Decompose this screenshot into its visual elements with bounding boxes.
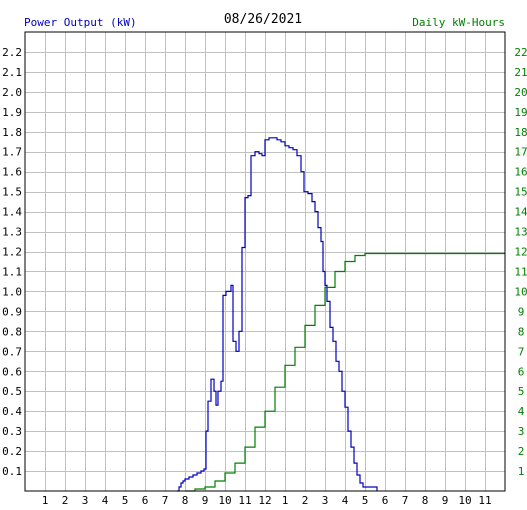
x-tick-label: 2 [62, 494, 69, 507]
series-line-power-output [177, 137, 378, 492]
x-tick-label: 6 [382, 494, 389, 507]
y-tick-label-left: 1.7 [2, 146, 22, 159]
y-tick-label-right: 8 [518, 325, 525, 338]
x-tick-label: 10 [458, 494, 471, 507]
y-tick-label-right: 10 [514, 285, 527, 298]
x-tick-label: 5 [122, 494, 129, 507]
y-tick-label-left: 1.9 [2, 106, 22, 119]
y-tick-label-left: 0.6 [2, 365, 22, 378]
y-tick-label-right: 16 [514, 166, 527, 179]
plot-frame [24, 31, 506, 492]
y-tick-label-left: 0.2 [2, 445, 22, 458]
series-line-daily-kwh [185, 252, 505, 492]
y-axis-label-left: Power Output (kW) [24, 16, 137, 29]
y-tick-label-left: 1.2 [2, 246, 22, 259]
y-tick-label-left: 1.5 [2, 186, 22, 199]
x-tick-label: 11 [478, 494, 491, 507]
x-tick-label: 7 [402, 494, 409, 507]
y-tick-label-left: 0.3 [2, 425, 22, 438]
y-tick-label-right: 18 [514, 126, 527, 139]
y-tick-label-right: 9 [518, 305, 525, 318]
x-tick-label: 9 [442, 494, 449, 507]
y-tick-label-left: 1.0 [2, 285, 22, 298]
y-tick-label-left: 2.0 [2, 86, 22, 99]
x-tick-label: 2 [302, 494, 309, 507]
y-tick-label-left: 0.5 [2, 385, 22, 398]
y-tick-label-right: 15 [514, 186, 527, 199]
series-layer [177, 137, 505, 492]
y-tick-label-right: 20 [514, 86, 527, 99]
x-tick-label: 8 [182, 494, 189, 507]
x-tick-label: 4 [342, 494, 349, 507]
y-tick-label-right: 6 [518, 365, 525, 378]
x-tick-label: 11 [238, 494, 251, 507]
y-tick-label-right: 4 [518, 405, 525, 418]
y-tick-label-right: 13 [514, 226, 527, 239]
y-tick-label-left: 1.6 [2, 166, 22, 179]
x-tick-label: 3 [82, 494, 89, 507]
y-tick-label-left: 0.7 [2, 345, 22, 358]
x-tick-label: 10 [218, 494, 231, 507]
y-tick-label-right: 1 [518, 465, 525, 478]
y-tick-label-left: 0.4 [2, 405, 22, 418]
chart-title-date: 08/26/2021 [224, 12, 302, 27]
y-tick-label-right: 22 [514, 46, 527, 59]
y-tick-label-right: 14 [514, 206, 527, 219]
x-tick-label: 8 [422, 494, 429, 507]
y-tick-label-right: 19 [514, 106, 527, 119]
y-tick-label-left: 1.1 [2, 265, 22, 278]
y-tick-label-left: 2.2 [2, 46, 22, 59]
x-tick-label: 6 [142, 494, 149, 507]
y-axis-label-right: Daily kW-Hours [412, 16, 505, 29]
y-tick-label-left: 0.9 [2, 305, 22, 318]
y-tick-label-left: 1.3 [2, 226, 22, 239]
x-tick-label: 4 [102, 494, 109, 507]
y-tick-label-right: 2 [518, 445, 525, 458]
x-tick-label: 1 [42, 494, 49, 507]
x-tick-label: 9 [202, 494, 209, 507]
y-tick-label-left: 1.8 [2, 126, 22, 139]
y-tick-label-right: 5 [518, 385, 525, 398]
y-tick-label-left: 1.4 [2, 206, 22, 219]
x-tick-label: 12 [258, 494, 271, 507]
grid-lines [25, 32, 505, 491]
y-tick-label-right: 21 [514, 66, 527, 79]
y-tick-label-left: 2.1 [2, 66, 22, 79]
x-tick-label: 1 [282, 494, 289, 507]
x-tick-label: 3 [322, 494, 329, 507]
tick-labels: 1 2 3 4 5 6 7 8 9 10 11 12 1 2 3 4 5 6 7 8 9 10 110.10.20.30.4… [2, 46, 527, 507]
y-tick-label-right: 7 [518, 345, 525, 358]
y-tick-label-left: 0.1 [2, 465, 22, 478]
y-tick-label-right: 3 [518, 425, 525, 438]
y-tick-label-right: 11 [514, 265, 527, 278]
y-tick-label-left: 0.8 [2, 325, 22, 338]
y-tick-label-right: 12 [514, 246, 527, 259]
x-tick-label: 5 [362, 494, 369, 507]
y-tick-label-right: 17 [514, 146, 527, 159]
x-tick-label: 7 [162, 494, 169, 507]
